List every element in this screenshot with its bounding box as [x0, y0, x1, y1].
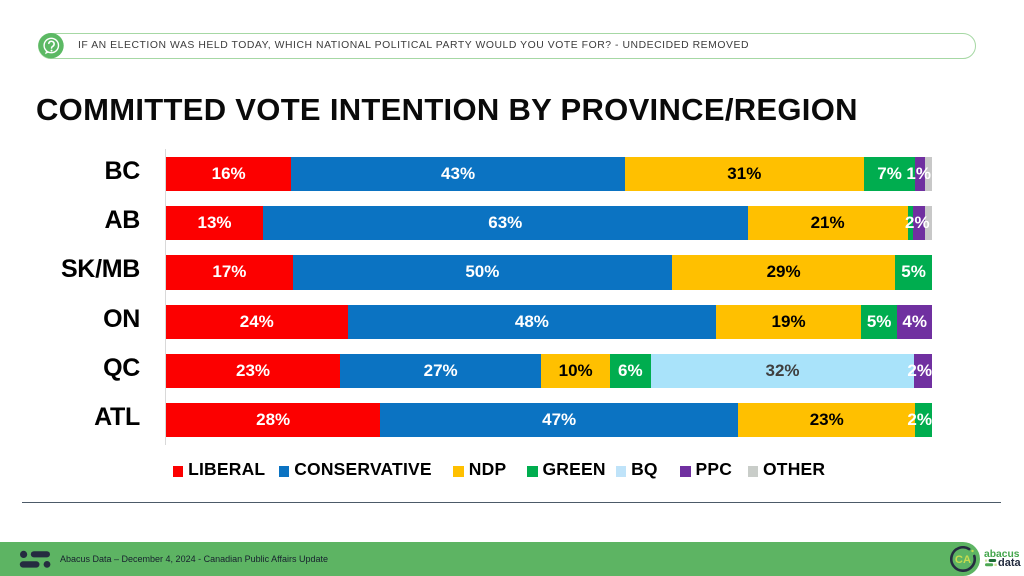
- svg-text:CA: CA: [955, 554, 971, 566]
